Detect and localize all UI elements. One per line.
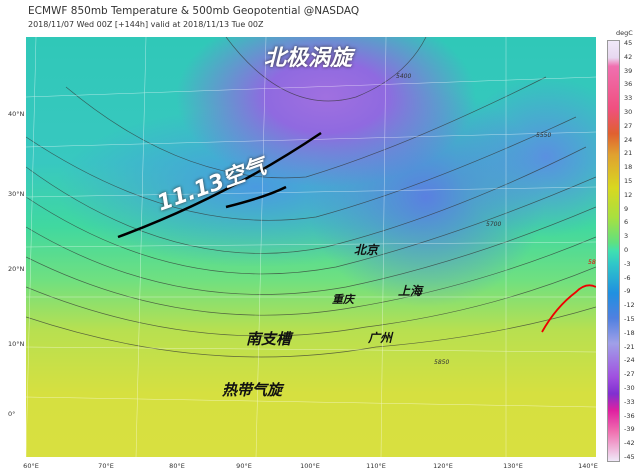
colorbar-tick: -27: [624, 370, 635, 379]
contour-layer: [26, 37, 596, 457]
colorbar-tick: 39: [624, 66, 633, 75]
colorbar-tick: -9: [624, 287, 631, 296]
label-guangzhou: 广州: [368, 331, 393, 345]
colorbar-tick: -15: [624, 315, 635, 323]
label-shanghai: 上海: [398, 284, 423, 298]
colorbar-tick: 42: [624, 52, 633, 61]
colorbar-tick: 6: [624, 218, 629, 227]
colorbar-tick: 21: [624, 149, 633, 158]
trough-line: [117, 131, 322, 239]
colorbar-tick: -12: [624, 301, 635, 310]
map-subtitle: 2018/11/07 Wed 00Z [+144h] valid at 2018…: [28, 20, 264, 29]
colorbar-tick: -42: [624, 439, 635, 448]
lon-label: 120°E: [433, 462, 453, 470]
colorbar-tick: -30: [624, 384, 635, 392]
colorbar-tick: -36: [624, 411, 635, 420]
colorbar-tick: 36: [624, 80, 633, 89]
contour-label: 5550: [536, 132, 552, 139]
colorbar-tick: -6: [624, 273, 631, 282]
lat-label: 40°N: [8, 110, 25, 118]
colorbar: [607, 40, 620, 462]
colorbar-unit: degC: [616, 29, 633, 37]
colorbar-tick: -24: [624, 356, 635, 365]
label-polar-vortex: 北极涡旋: [264, 46, 353, 71]
lat-label: 20°N: [8, 265, 25, 273]
lon-label: 70°E: [98, 462, 114, 470]
colorbar-tick: 3: [624, 232, 629, 241]
lon-label: 60°E: [23, 462, 39, 470]
lon-label: 110°E: [366, 462, 386, 470]
contour-label: 5880: [588, 259, 596, 266]
colorbar-tick: 27: [624, 121, 633, 130]
colorbar-tick: 9: [624, 204, 629, 213]
colorbar-tick: -39: [624, 425, 635, 434]
contour-label: 5850: [434, 359, 450, 366]
colorbar-tick: -18: [624, 328, 635, 337]
lon-label: 140°E: [578, 462, 598, 470]
label-cyclone: 热带气旋: [222, 381, 283, 399]
contour-label: 5700: [486, 221, 502, 228]
colorbar-tick: -21: [624, 342, 635, 351]
colorbar-tick: 18: [624, 163, 633, 172]
colorbar-tick: 33: [624, 94, 633, 103]
contour-label: 5400: [396, 73, 412, 80]
colorbar-tick: 15: [624, 177, 633, 185]
map-title: ECMWF 850mb Temperature & 500mb Geopoten…: [28, 5, 360, 17]
lat-label: 10°N: [8, 340, 25, 348]
label-beijing: 北京: [354, 243, 379, 257]
colorbar-tick: -3: [624, 259, 631, 268]
lon-label: 130°E: [503, 462, 523, 470]
lon-label: 100°E: [300, 462, 320, 470]
colorbar-tick: 30: [624, 108, 633, 116]
contour-5880: [541, 284, 596, 333]
weather-map: 北极涡旋 11.13空气 北京 重庆 上海 广州 南支槽 热带气旋 5700 5…: [26, 37, 596, 457]
colorbar-tick: -45: [624, 453, 635, 461]
lon-label: 90°E: [236, 462, 252, 470]
colorbar-tick: 24: [624, 135, 633, 144]
colorbar-tick: -33: [624, 397, 635, 406]
label-trough: 南支槽: [246, 330, 292, 348]
colorbar-tick: 0: [624, 246, 629, 254]
colorbar-tick: 12: [624, 190, 633, 199]
lat-label: 30°N: [8, 190, 25, 198]
lon-label: 80°E: [169, 462, 185, 470]
lat-label: 0°: [8, 410, 16, 418]
trough-line-2: [225, 185, 287, 209]
colorbar-tick: 45: [624, 39, 633, 47]
label-chongqing: 重庆: [332, 293, 354, 306]
